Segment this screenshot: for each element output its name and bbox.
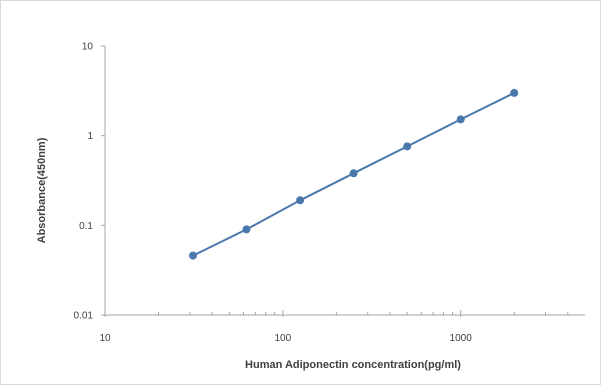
- x-tick-label: 1000: [450, 333, 473, 344]
- x-tick-label: 10: [99, 333, 111, 344]
- tick-labels: 0.01 0.1 1 10 10 100 1000: [74, 42, 473, 345]
- y-axis-title: Absorbance(450nm): [36, 137, 48, 243]
- data-point: [456, 115, 465, 124]
- data-series: [189, 88, 519, 260]
- x-tick-label: 100: [275, 333, 292, 344]
- y-tick-label: 10: [82, 42, 94, 53]
- y-tick-label: 1: [87, 131, 93, 142]
- data-point: [510, 88, 519, 97]
- x-axis-title: Human Adiponectin concentration(pg/ml): [245, 359, 461, 371]
- data-point: [349, 169, 358, 178]
- data-point: [242, 225, 251, 234]
- axes: [104, 46, 585, 316]
- tick-marks: [101, 45, 569, 317]
- y-tick-label: 0.1: [79, 221, 93, 232]
- data-point: [189, 251, 197, 260]
- data-point: [296, 196, 305, 205]
- y-tick-label: 0.01: [74, 311, 94, 322]
- data-point: [403, 142, 412, 151]
